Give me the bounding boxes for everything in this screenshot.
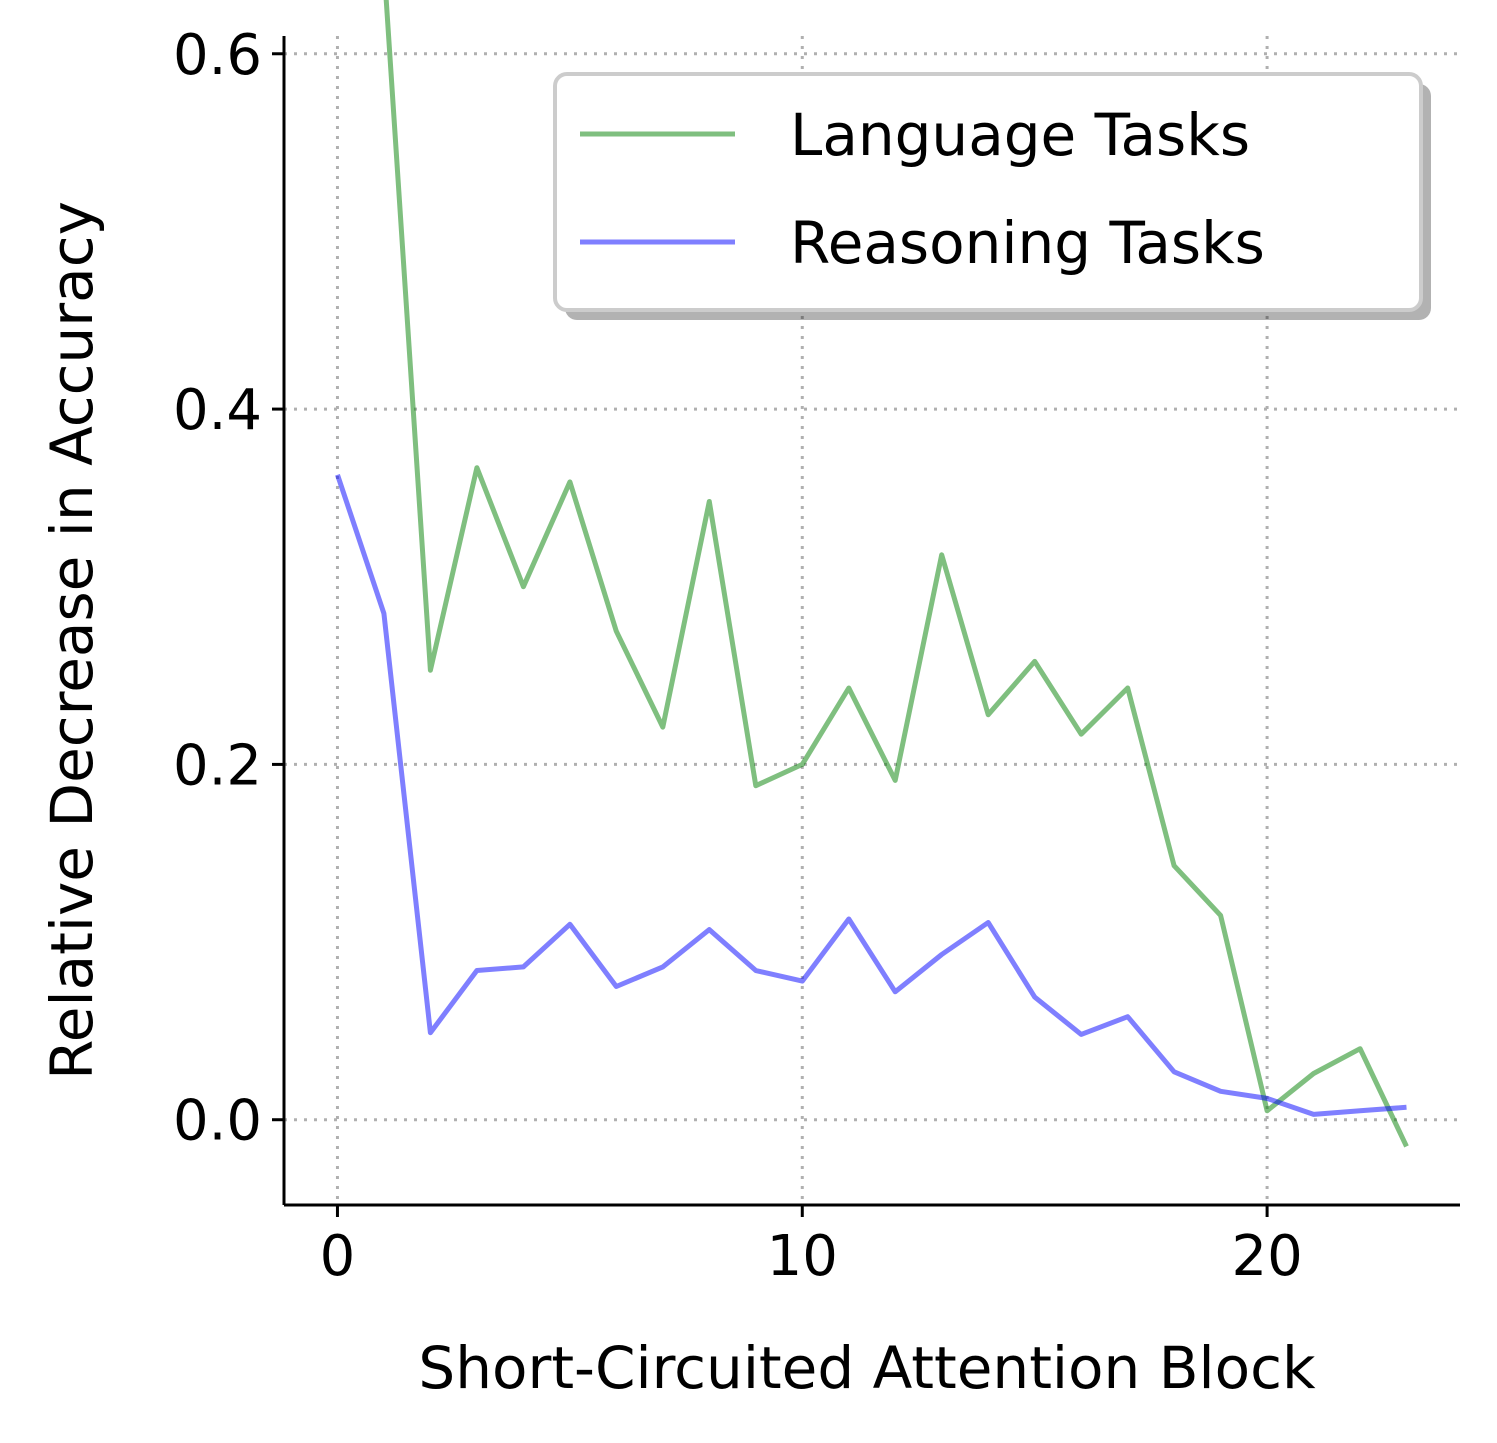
y-tick-label-1: 0.2 — [173, 733, 262, 798]
series-line-reasoning-tasks — [335, 474, 1407, 1117]
x-axis-title: Short-Circuited Attention Block — [418, 1334, 1316, 1402]
y-tick-label-2: 0.4 — [173, 378, 262, 443]
series-group — [335, 0, 1409, 1148]
legend: Language Tasks Reasoning Tasks — [553, 72, 1431, 320]
legend-label-reasoning-tasks: Reasoning Tasks — [790, 209, 1265, 277]
axes — [282, 36, 1460, 1207]
ticks: 0 10 20 0.0 0.2 0.4 0.6 — [173, 23, 1303, 1289]
series-line-language-tasks — [383, 0, 1409, 1148]
grid — [284, 36, 1460, 1205]
y-tick-label-0: 0.0 — [173, 1089, 262, 1154]
legend-label-language-tasks: Language Tasks — [790, 101, 1250, 169]
x-tick-label-0: 0 — [320, 1224, 356, 1289]
x-tick-label-2: 20 — [1231, 1224, 1302, 1289]
y-tick-label-3: 0.6 — [173, 23, 262, 88]
legend-box — [553, 72, 1423, 312]
y-axis-title: Relative Decrease in Accuracy — [38, 201, 106, 1080]
x-tick-label-1: 10 — [767, 1224, 838, 1289]
